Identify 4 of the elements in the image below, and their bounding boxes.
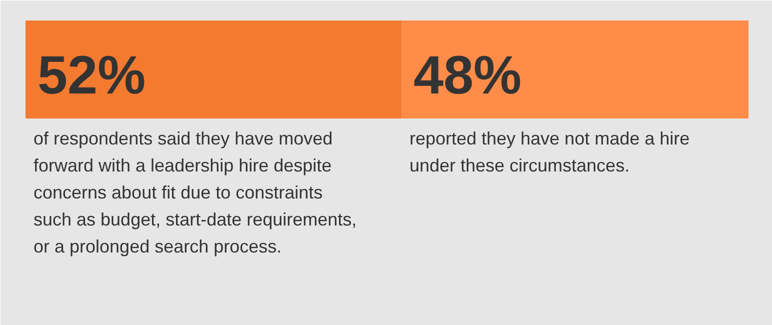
data-label: 48% xyxy=(413,46,522,106)
text: of respondents said they have moved forward with a leadership hire despite concerns about fit due to constraints such as budget, start-date requirements, or a prolonged search process. xyxy=(34,128,357,256)
text: reported they have not made a hire under these circumstances. xyxy=(409,128,690,176)
data-label: 52% xyxy=(38,46,146,106)
